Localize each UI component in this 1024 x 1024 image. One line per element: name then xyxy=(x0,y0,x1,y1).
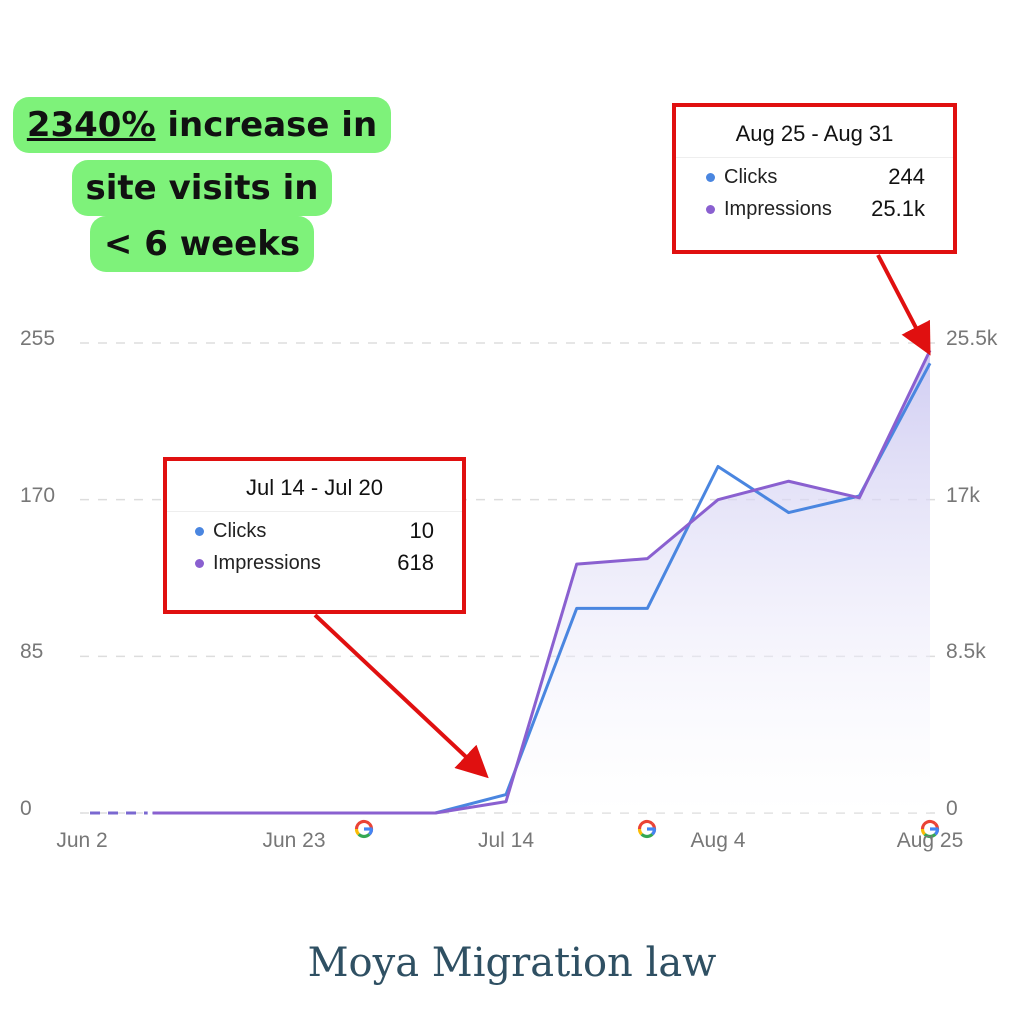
google-icon xyxy=(918,817,942,841)
x-tick-label: Jun 23 xyxy=(262,829,326,852)
footer-brand: Moya Migration law xyxy=(307,940,717,986)
clicks-dot-icon xyxy=(706,172,715,182)
callout-aug25: Aug 25 - Aug 31 Clicks 244 Impressions 25.… xyxy=(672,103,957,254)
chart xyxy=(80,254,942,841)
callout-value: 618 xyxy=(397,550,434,575)
x-tick-label: Aug 4 xyxy=(690,829,746,852)
callout-title: Jul 14 - Jul 20 xyxy=(167,461,462,512)
headline-text: < 6 weeks xyxy=(89,216,315,272)
callout-row-clicks: Clicks 10 xyxy=(167,512,462,544)
y-right-tick-label: 0 xyxy=(946,797,958,820)
callout-label: Impressions xyxy=(724,197,832,220)
callout-jul14: Jul 14 - Jul 20 Clicks 10 Impressions 618 xyxy=(163,457,466,614)
callout-value: 10 xyxy=(409,518,434,543)
y-left-tick-label: 170 xyxy=(20,483,56,507)
y-right-tick-label: 8.5k xyxy=(946,640,986,664)
callout-value: 244 xyxy=(888,164,925,189)
x-tick-label: Jun 2 xyxy=(56,829,108,852)
y-right-tick-label: 17k xyxy=(946,483,980,507)
clicks-dot-icon xyxy=(195,526,204,536)
callout-label: Clicks xyxy=(213,519,267,542)
impressions-dot-icon xyxy=(706,204,715,214)
headline-text: site visits in xyxy=(71,160,333,216)
callout-arrow xyxy=(876,254,931,356)
headline-line-1: 2340% increase in xyxy=(0,97,404,153)
impressions-line xyxy=(152,349,932,815)
y-left-tick-label: 85 xyxy=(20,640,44,664)
callout-label: Impressions xyxy=(213,551,321,574)
y-right-tick-label: 25.5k xyxy=(946,327,998,350)
headline-line-2: site visits in xyxy=(0,160,404,216)
callout-row-clicks: Clicks 244 xyxy=(676,158,953,190)
x-tick-label: Aug 25 xyxy=(896,829,964,852)
y-left-tick-label: 255 xyxy=(20,327,56,350)
impressions-dot-icon xyxy=(195,558,204,568)
callout-arrow xyxy=(313,613,489,779)
x-tick-label: Jul 14 xyxy=(477,829,535,852)
callout-title: Aug 25 - Aug 31 xyxy=(676,107,953,158)
callout-row-impressions: Impressions 618 xyxy=(167,544,462,576)
headline-line-3: < 6 weeks xyxy=(0,216,404,272)
callout-value: 25.1k xyxy=(871,196,925,221)
headline-highlight: 2340% xyxy=(26,105,156,145)
headline-text: increase in xyxy=(155,105,378,145)
impressions-area xyxy=(506,350,930,813)
callout-label: Clicks xyxy=(724,165,778,188)
google-icon xyxy=(352,817,376,841)
google-icon xyxy=(635,817,659,841)
callout-row-impressions: Impressions 25.1k xyxy=(676,190,953,222)
y-left-tick-label: 0 xyxy=(20,797,32,820)
